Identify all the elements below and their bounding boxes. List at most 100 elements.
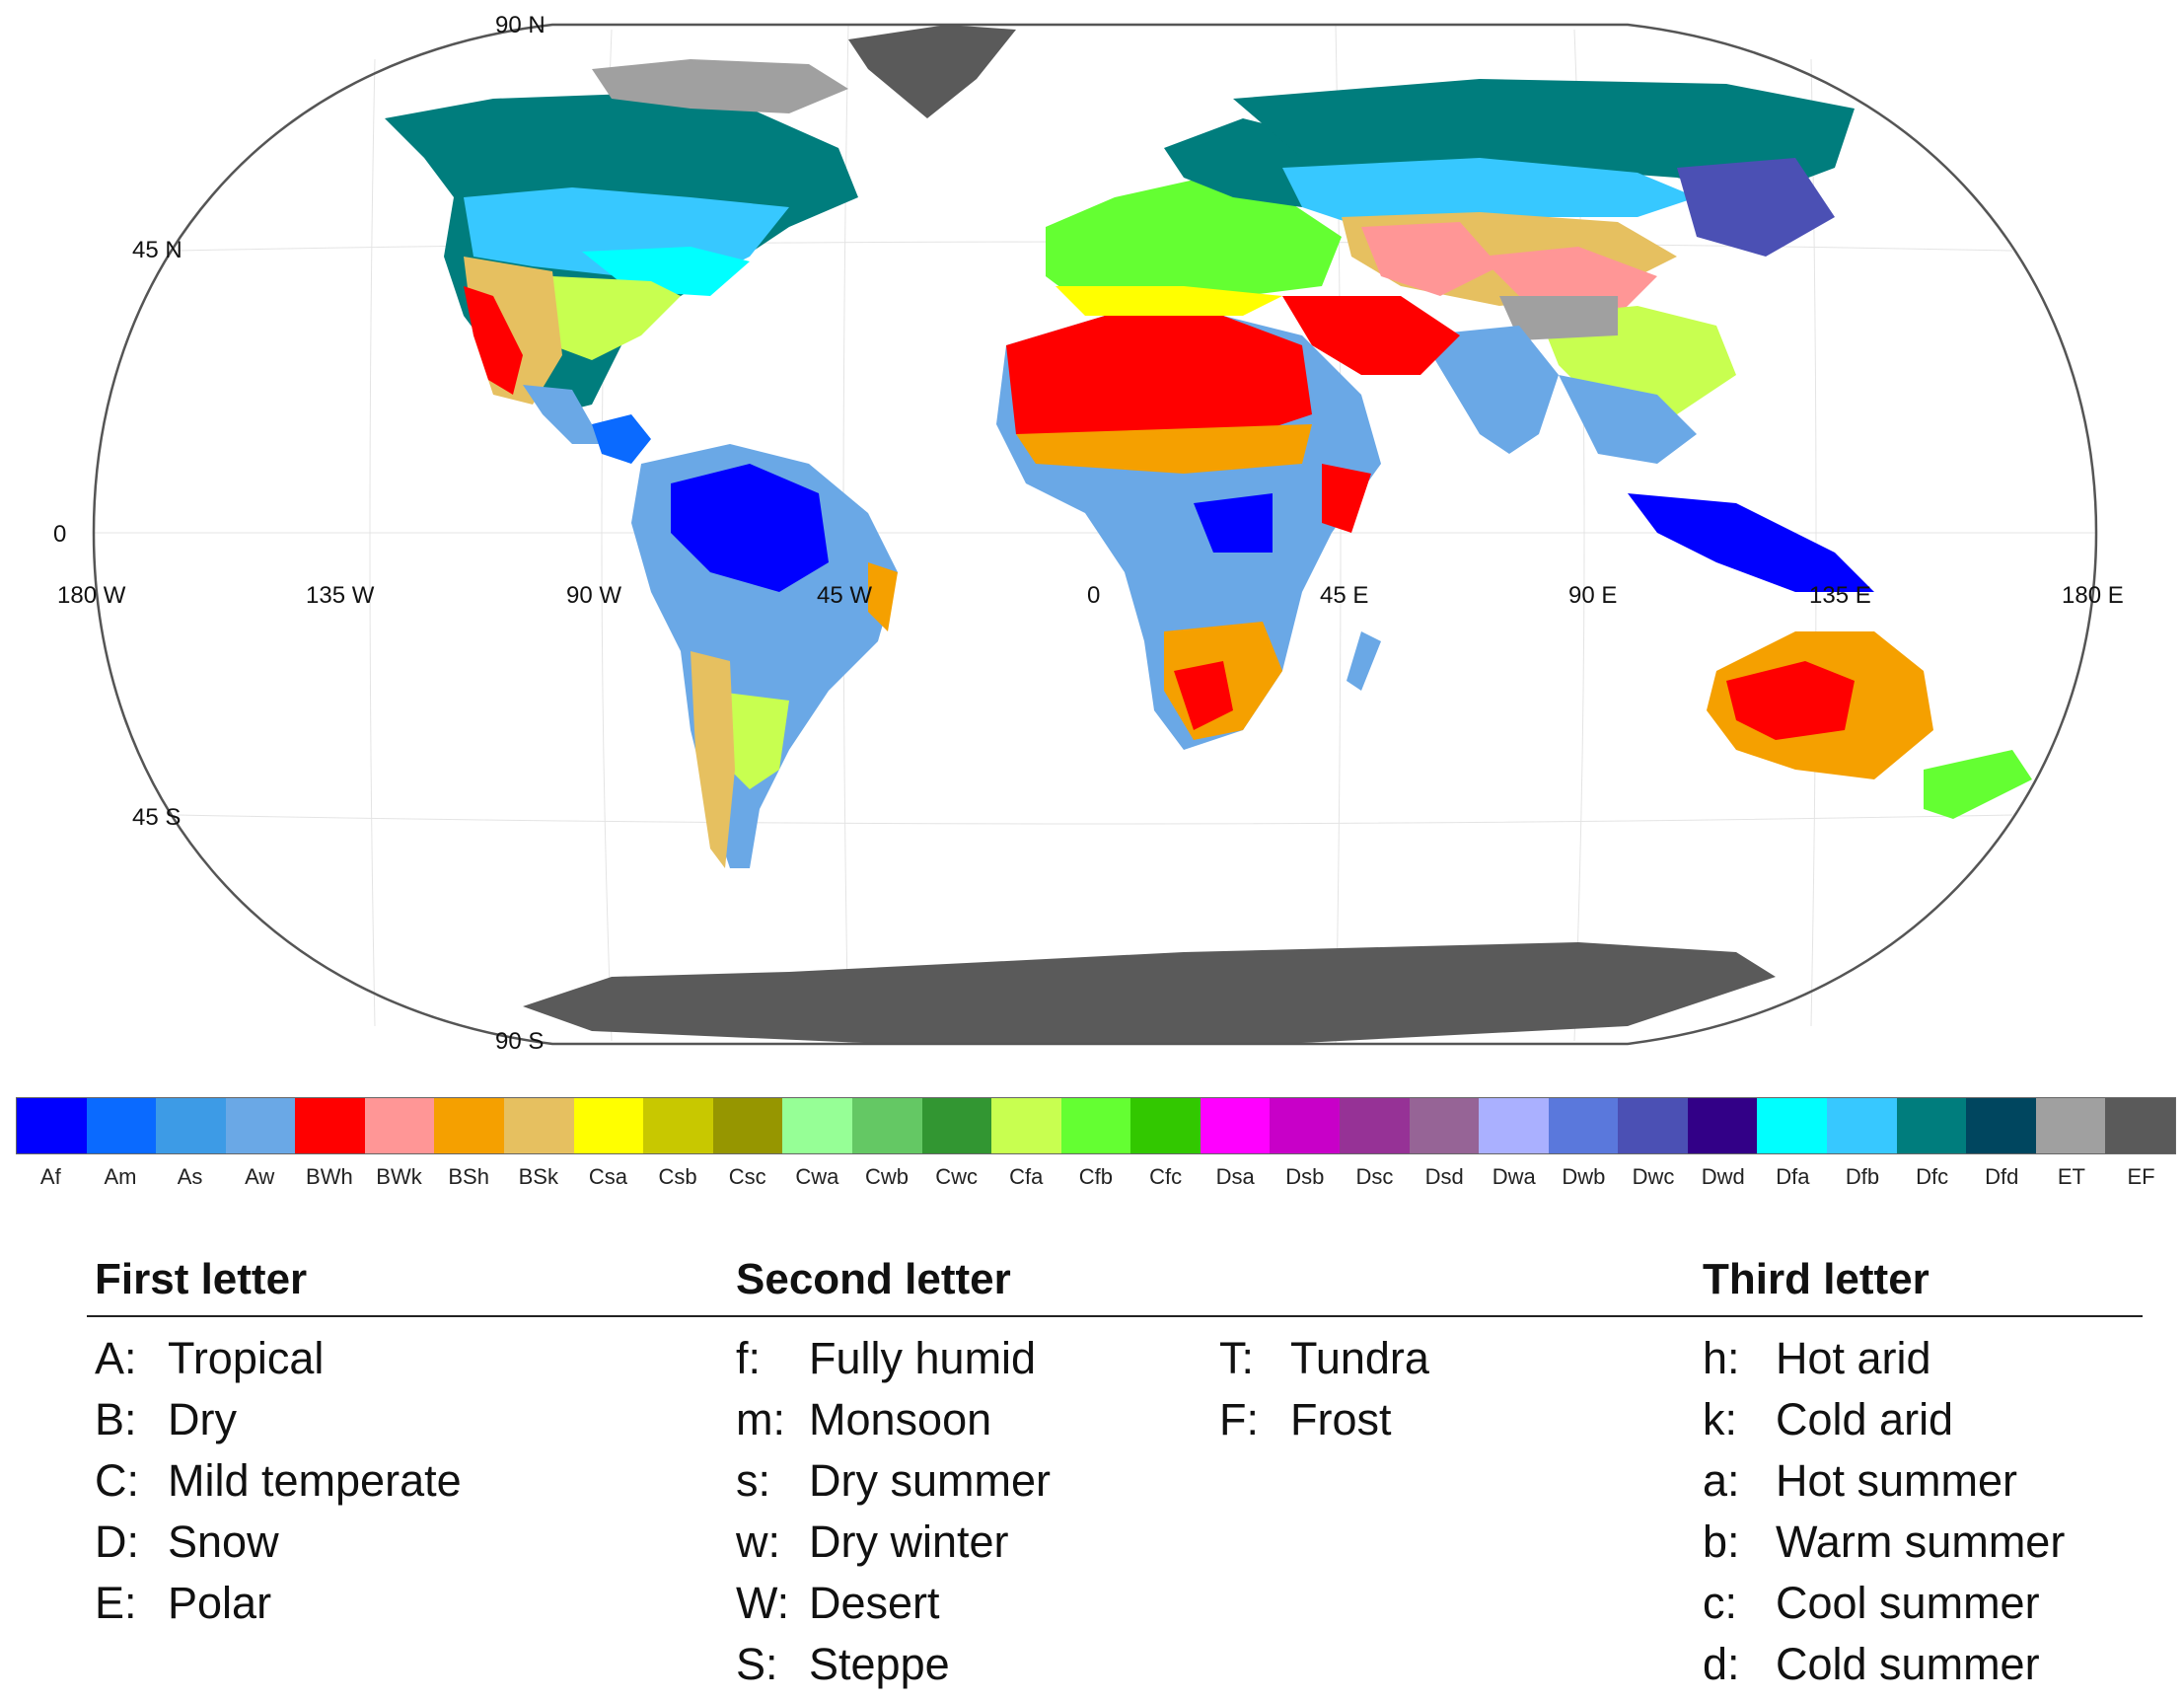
swatch-bwk — [364, 1098, 435, 1153]
key-row: S: Steppe — [736, 1634, 1051, 1695]
key-description: Frost — [1290, 1394, 1392, 1444]
lat-label-45n: 45 N — [132, 237, 182, 263]
swatch-label-dfb: Dfb — [1845, 1164, 1880, 1189]
key-row: b: Warm summer — [1703, 1512, 2065, 1573]
swatch-label-bsh: BSh — [448, 1164, 489, 1189]
swatch-label-dfa: Dfa — [1776, 1164, 1810, 1189]
key-row: c: Cool summer — [1703, 1573, 2065, 1634]
swatch-label-dwd: Dwd — [1701, 1164, 1745, 1189]
swatch-dsc — [1339, 1098, 1410, 1153]
key-description: Snow — [168, 1516, 279, 1567]
swatch-label-cwb: Cwb — [865, 1164, 910, 1189]
key-description: Mild temperate — [168, 1455, 462, 1506]
key-code: B: — [95, 1394, 137, 1444]
key-row: C: Mild temperate — [95, 1450, 462, 1512]
swatch-dwc — [1618, 1098, 1688, 1153]
key-row: f: Fully humid — [736, 1328, 1051, 1389]
third-letter-heading: Third letter — [1703, 1255, 1929, 1303]
swatch-ef — [2105, 1098, 2175, 1153]
swatch-as — [156, 1098, 226, 1153]
lon-label-0: 0 — [1087, 582, 1101, 609]
key-row: E: Polar — [95, 1573, 462, 1634]
swatch-dfc — [1896, 1098, 1967, 1153]
key-code: E: — [95, 1578, 137, 1628]
swatch-label-dwa: Dwa — [1492, 1164, 1536, 1189]
swatch-af — [17, 1098, 87, 1153]
swatch-csa — [573, 1098, 644, 1153]
key-description: Dry — [168, 1394, 237, 1444]
key-description: Hot arid — [1776, 1333, 1931, 1383]
lat-label-0: 0 — [53, 521, 67, 548]
swatch-dwb — [1548, 1098, 1619, 1153]
key-code: m: — [736, 1394, 785, 1444]
swatch-label-cwa: Cwa — [795, 1164, 839, 1189]
key-code: C: — [95, 1455, 139, 1506]
key-code: a: — [1703, 1455, 1740, 1506]
key-description: Fully humid — [809, 1333, 1037, 1383]
swatch-label-bsk: BSk — [518, 1164, 558, 1189]
swatch-csc — [712, 1098, 783, 1153]
climate-color-bar — [16, 1097, 2176, 1154]
key-row: B: Dry — [95, 1389, 462, 1450]
swatch-label-bwh: BWh — [306, 1164, 353, 1189]
key-row: A: Tropical — [95, 1328, 462, 1389]
key-code: w: — [736, 1516, 780, 1567]
key-row: m: Monsoon — [736, 1389, 1051, 1450]
key-code: D: — [95, 1516, 139, 1567]
swatch-cfb — [1060, 1098, 1131, 1153]
key-row: s: Dry summer — [736, 1450, 1051, 1512]
swatch-label-dwc: Dwc — [1632, 1164, 1675, 1189]
key-description: Cold summer — [1776, 1639, 2040, 1689]
swatch-label-dsd: Dsd — [1424, 1164, 1464, 1189]
key-row: D: Snow — [95, 1512, 462, 1573]
swatch-label-bwk: BWk — [376, 1164, 422, 1189]
australia — [1707, 631, 2032, 819]
swatch-label-af: Af — [39, 1164, 61, 1189]
swatch-label-ef: EF — [2127, 1164, 2155, 1189]
key-description: Tundra — [1290, 1333, 1429, 1383]
map-canvas — [92, 23, 2098, 1046]
swatch-et — [2035, 1098, 2106, 1153]
lon-label-180w: 180 W — [57, 582, 126, 609]
lon-label-180e: 180 E — [2062, 582, 2124, 609]
key-code: F: — [1219, 1394, 1259, 1444]
swatch-am — [86, 1098, 157, 1153]
swatch-label-dsa: Dsa — [1215, 1164, 1255, 1189]
africa — [996, 316, 1381, 750]
key-description: Dry summer — [809, 1455, 1051, 1506]
key-code: h: — [1703, 1333, 1740, 1383]
swatch-dsa — [1200, 1098, 1271, 1153]
lat-label-45s: 45 S — [132, 804, 182, 831]
swatch-bsk — [504, 1098, 574, 1153]
lon-label-90e: 90 E — [1568, 582, 1618, 609]
first-letter-heading: First letter — [95, 1255, 308, 1303]
key-code: f: — [736, 1333, 762, 1383]
swatch-bwh — [295, 1098, 365, 1153]
swatch-label-cfa: Cfa — [1009, 1164, 1044, 1189]
swatch-dsd — [1409, 1098, 1480, 1153]
swatch-label-am: Am — [104, 1164, 137, 1189]
key-row: T: Tundra — [1219, 1328, 1429, 1389]
key-row: k: Cold arid — [1703, 1389, 2065, 1450]
key-description: Warm summer — [1776, 1516, 2066, 1567]
key-code: c: — [1703, 1578, 1738, 1628]
swatch-cwc — [921, 1098, 992, 1153]
swatch-cwa — [782, 1098, 852, 1153]
greenland — [848, 25, 1016, 118]
swatch-label-cfb: Cfb — [1078, 1164, 1114, 1189]
swatch-label-aw: Aw — [245, 1164, 275, 1189]
key-description: Desert — [809, 1578, 940, 1628]
swatch-dsb — [1270, 1098, 1340, 1153]
swatch-dfd — [1966, 1098, 2036, 1153]
key-description: Cold arid — [1776, 1394, 1954, 1444]
swatch-csb — [643, 1098, 713, 1153]
lon-label-135w: 135 W — [306, 582, 375, 609]
arctic-islands — [592, 59, 848, 113]
key-description: Polar — [168, 1578, 272, 1628]
swatch-cfc — [1130, 1098, 1201, 1153]
lon-label-45w: 45 W — [817, 582, 873, 609]
swatch-dwa — [1479, 1098, 1549, 1153]
key-row: h: Hot arid — [1703, 1328, 2065, 1389]
key-row: a: Hot summer — [1703, 1450, 2065, 1512]
key-code: S: — [736, 1639, 778, 1689]
